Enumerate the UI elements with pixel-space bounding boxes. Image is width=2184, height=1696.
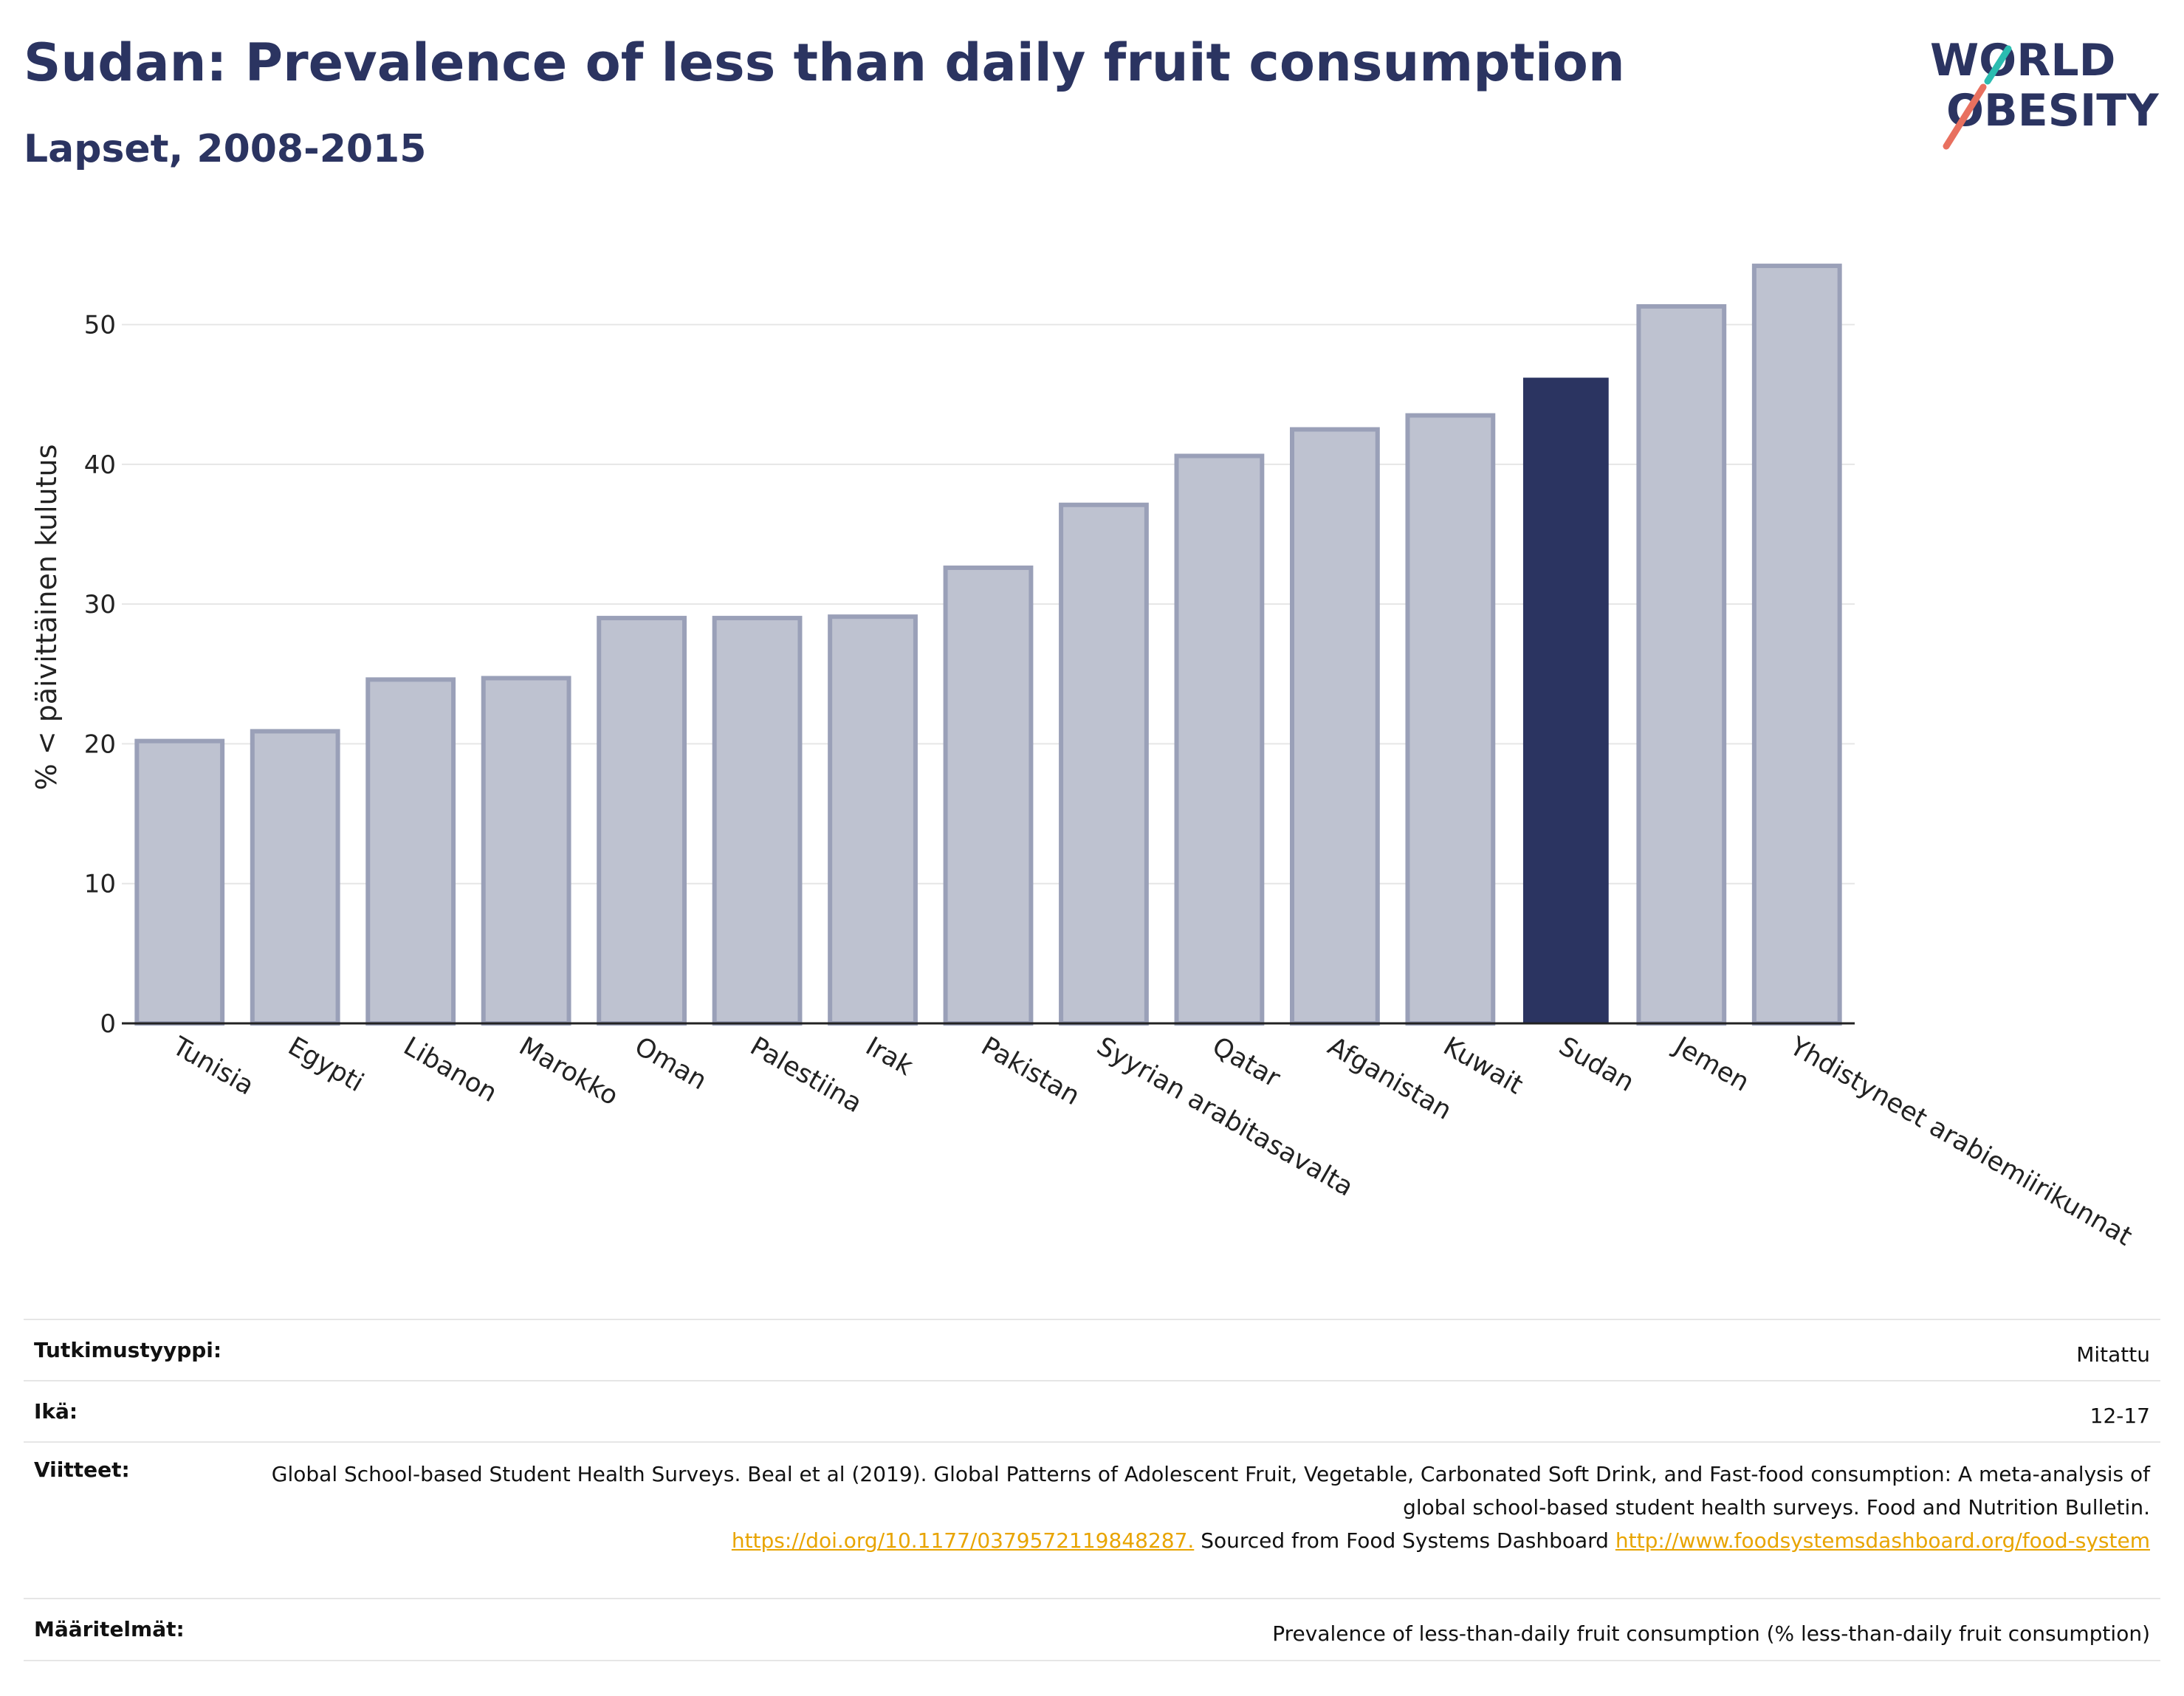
x-tick-label: Pakistan — [976, 1031, 1085, 1111]
meta-row-study-type: Tutkimustyyppi: Mitattu — [24, 1319, 2160, 1381]
x-tick-label: Egypti — [283, 1031, 368, 1098]
x-tick-label: Palestiina — [745, 1031, 867, 1119]
logo-slash-icon — [1943, 83, 1987, 150]
bar-afganistan — [1290, 427, 1380, 1026]
meta-row-references: Viitteet: Global School-based Student He… — [24, 1441, 2160, 1599]
bar-egypti — [250, 729, 340, 1026]
y-tick-label: 10 — [84, 870, 116, 899]
bar-pakistan — [943, 565, 1034, 1026]
logo-line1: WORLD — [1930, 35, 2115, 86]
y-tick-label: 20 — [84, 729, 116, 759]
x-tick-label: Jemen — [1668, 1031, 1754, 1097]
x-tick-label: Libanon — [399, 1031, 502, 1108]
study-type-value: Mitattu — [260, 1319, 2160, 1381]
y-axis-label: % < päivittäinen kulutus — [30, 444, 63, 791]
x-tick-label: Irak — [861, 1031, 918, 1082]
x-tick-label: Yhdistyneet arabiemiirikunnat — [1784, 1031, 2137, 1252]
age-value: 12-17 — [260, 1380, 2160, 1442]
meta-row-definitions: Määritelmät: Prevalence of less-than-dai… — [24, 1598, 2160, 1661]
x-tick-label: Oman — [630, 1031, 712, 1096]
references-source-text: Sourced from Food Systems Dashboard — [1201, 1528, 1609, 1553]
food-systems-dashboard-link[interactable]: http://www.foodsystemsdashboard.org/food… — [1615, 1528, 2150, 1553]
chart-title: Sudan: Prevalence of less than daily fru… — [24, 32, 1625, 93]
references-label: Viitteet: — [24, 1441, 260, 1599]
references-value: Global School-based Student Health Surve… — [260, 1441, 2160, 1599]
bars — [134, 264, 1842, 1026]
bar-irak — [828, 614, 918, 1026]
y-tick-label: 0 — [100, 1009, 116, 1039]
x-tick-label: Afganistan — [1322, 1031, 1456, 1126]
y-axis-ticks: 0 10 20 30 40 50 — [84, 311, 116, 1039]
x-tick-label: Marokko — [514, 1031, 623, 1111]
bar-oman — [597, 616, 687, 1026]
y-tick-label: 30 — [84, 590, 116, 619]
world-obesity-logo: WORLD OBESITY — [1930, 35, 2160, 150]
bar-yhdistyneet-arabiemiirikunnat — [1751, 264, 1842, 1026]
chart-subtitle: Lapset, 2008-2015 — [24, 127, 427, 171]
references-text: Global School-based Student Health Surve… — [271, 1462, 2150, 1520]
study-type-label: Tutkimustyyppi: — [24, 1319, 260, 1381]
bar-sudan — [1522, 377, 1609, 1023]
bar-chart: 0 10 20 30 40 50 Tunisia Egypti Libanon Marokko O… — [30, 264, 2137, 1252]
bar-palestiina — [712, 616, 803, 1026]
definitions-label: Määritelmät: — [24, 1598, 260, 1661]
metadata-table: Tutkimustyyppi: Mitattu Ikä: 12-17 Viitt… — [24, 1319, 2160, 1661]
meta-row-age: Ikä: 12-17 — [24, 1380, 2160, 1442]
bar-syyrian-arabitasavalta — [1059, 502, 1149, 1026]
logo-slash-teal-icon — [1984, 45, 2012, 85]
definitions-value: Prevalence of less-than-daily fruit cons… — [260, 1598, 2160, 1661]
x-tick-label: Kuwait — [1438, 1031, 1528, 1100]
bar-jemen — [1636, 303, 1727, 1026]
bar-kuwait — [1405, 413, 1496, 1026]
bar-tunisia — [134, 738, 225, 1026]
x-tick-label: Sudan — [1553, 1031, 1638, 1098]
y-tick-label: 40 — [84, 450, 116, 480]
bar-qatar — [1174, 453, 1265, 1026]
bar-marokko — [481, 676, 571, 1026]
bar-libanon — [365, 677, 456, 1026]
x-tick-label: Tunisia — [167, 1031, 258, 1102]
age-label: Ikä: — [24, 1380, 260, 1442]
x-axis-labels: Tunisia Egypti Libanon Marokko Oman Palestiin… — [167, 1031, 2137, 1252]
doi-link[interactable]: https://doi.org/10.1177/0379572119848287… — [731, 1528, 1195, 1553]
x-tick-label: Qatar — [1207, 1031, 1285, 1094]
y-tick-label: 50 — [84, 311, 116, 340]
